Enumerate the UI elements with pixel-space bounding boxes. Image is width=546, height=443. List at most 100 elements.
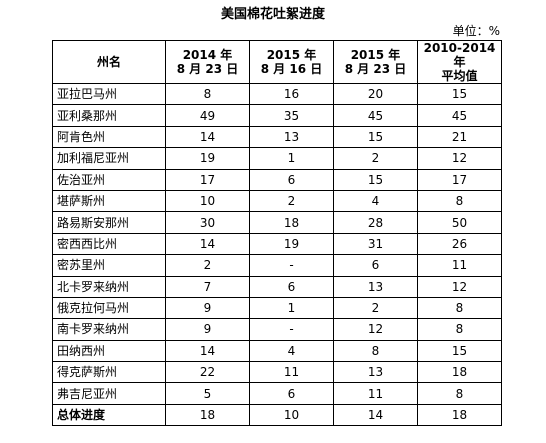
value-cell: 9 (165, 296, 250, 320)
value-cell: 10 (165, 189, 250, 213)
state-name: 得克萨斯州 (52, 361, 166, 384)
value-cell: 18 (417, 361, 502, 384)
table-row: 阿肯色州 14 13 15 21 (52, 125, 502, 149)
value-cell: 26 (417, 232, 502, 256)
value-cell: 18 (165, 403, 250, 427)
value-cell: 6 (249, 382, 334, 405)
value-cell: 4 (333, 189, 418, 213)
table-body: 亚拉巴马州 8 16 20 15 亚利桑那州 49 35 45 45 阿肯色州 14 13 15 21 加利福… (52, 82, 502, 427)
value-cell: 8 (165, 82, 250, 106)
table-row: 佐治亚州 17 6 15 17 (52, 168, 502, 191)
value-cell: 14 (165, 232, 250, 256)
value-cell: 9 (165, 318, 250, 341)
state-name: 亚利桑那州 (52, 104, 166, 127)
header-cell: 州名 (52, 40, 166, 84)
value-cell: 14 (165, 339, 250, 363)
value-cell: - (249, 254, 334, 277)
value-cell: 22 (165, 361, 250, 384)
state-name: 北卡罗来纳州 (52, 275, 166, 298)
value-cell: 7 (165, 275, 250, 298)
value-cell: 45 (417, 104, 502, 127)
header-line: 2015 年 (350, 48, 401, 62)
value-cell: 8 (417, 382, 502, 405)
value-cell: 17 (417, 168, 502, 191)
value-cell: 2 (333, 296, 418, 320)
state-name: 佐治亚州 (52, 168, 166, 191)
header-line: 8 月 23 日 (176, 62, 239, 76)
value-cell: 8 (417, 189, 502, 213)
state-name: 亚拉巴马州 (52, 82, 166, 106)
value-cell: 30 (165, 211, 250, 234)
state-name: 密苏里州 (52, 254, 166, 277)
value-cell: 10 (249, 403, 334, 427)
value-cell: 6 (249, 275, 334, 298)
value-cell: 8 (333, 339, 418, 363)
value-cell: 12 (417, 147, 502, 170)
value-cell: 13 (333, 275, 418, 298)
title: 美国棉花吐絮进度 (220, 7, 325, 22)
value-cell: 21 (417, 125, 502, 149)
value-cell: 19 (165, 147, 250, 170)
table-row: 弗吉尼亚州 5 6 11 8 (52, 382, 502, 405)
header-line: 州名 (96, 55, 121, 69)
state-name: 俄克拉何马州 (52, 296, 166, 320)
table-row: 北卡罗来纳州 7 6 13 12 (52, 275, 502, 298)
header-line: 2015 年 (266, 48, 317, 62)
value-cell: 11 (417, 254, 502, 277)
table-row: 总体进度 18 10 14 18 (52, 403, 502, 427)
state-name: 田纳西州 (52, 339, 166, 363)
value-cell: 18 (249, 211, 334, 234)
value-cell: 15 (333, 125, 418, 149)
table-row: 堪萨斯州 10 2 4 8 (52, 189, 502, 213)
state-name: 总体进度 (52, 403, 166, 427)
value-cell: 15 (333, 168, 418, 191)
value-cell: - (249, 318, 334, 341)
value-cell: 1 (249, 147, 334, 170)
value-cell: 2 (249, 189, 334, 213)
value-cell: 5 (165, 382, 250, 405)
value-cell: 6 (333, 254, 418, 277)
value-cell: 45 (333, 104, 418, 127)
value-cell: 15 (417, 339, 502, 363)
value-cell: 8 (417, 318, 502, 341)
table-row: 密苏里州 2-6 11 (52, 254, 502, 277)
state-name: 南卡罗来纳州 (52, 318, 166, 341)
table-row: 路易斯安那州 30 18 28 50 (52, 211, 502, 234)
value-cell: 1 (249, 296, 334, 320)
value-cell: 12 (417, 275, 502, 298)
value-cell: 15 (417, 82, 502, 106)
unit-label: 单位：% (452, 24, 500, 38)
state-name: 加利福尼亚州 (52, 147, 166, 170)
table-row: 加利福尼亚州 19 1 2 12 (52, 147, 502, 170)
value-cell: 13 (333, 361, 418, 384)
value-cell: 20 (333, 82, 418, 106)
value-cell: 16 (249, 82, 334, 106)
value-cell: 14 (333, 403, 418, 427)
header-line: 2010-2014 年 (423, 41, 496, 69)
value-cell: 28 (333, 211, 418, 234)
value-cell: 11 (333, 382, 418, 405)
value-cell: 2 (165, 254, 250, 277)
value-cell: 50 (417, 211, 502, 234)
value-cell: 12 (333, 318, 418, 341)
value-cell: 4 (249, 339, 334, 363)
value-cell: 2 (333, 147, 418, 170)
table-row: 亚利桑那州 49 35 45 45 (52, 104, 502, 127)
value-cell: 8 (417, 296, 502, 320)
state-name: 密西西比州 (52, 232, 166, 256)
value-cell: 11 (249, 361, 334, 384)
value-cell: 35 (249, 104, 334, 127)
table-row: 得克萨斯州 22 11 13 18 (52, 361, 502, 384)
header-line: 平均值 (441, 69, 478, 83)
table-row: 密西西比州 14 19 31 26 (52, 232, 502, 256)
value-cell: 14 (165, 125, 250, 149)
table-row: 田纳西州 14 4 8 15 (52, 339, 502, 363)
state-name: 阿肯色州 (52, 125, 166, 149)
value-cell: 19 (249, 232, 334, 256)
